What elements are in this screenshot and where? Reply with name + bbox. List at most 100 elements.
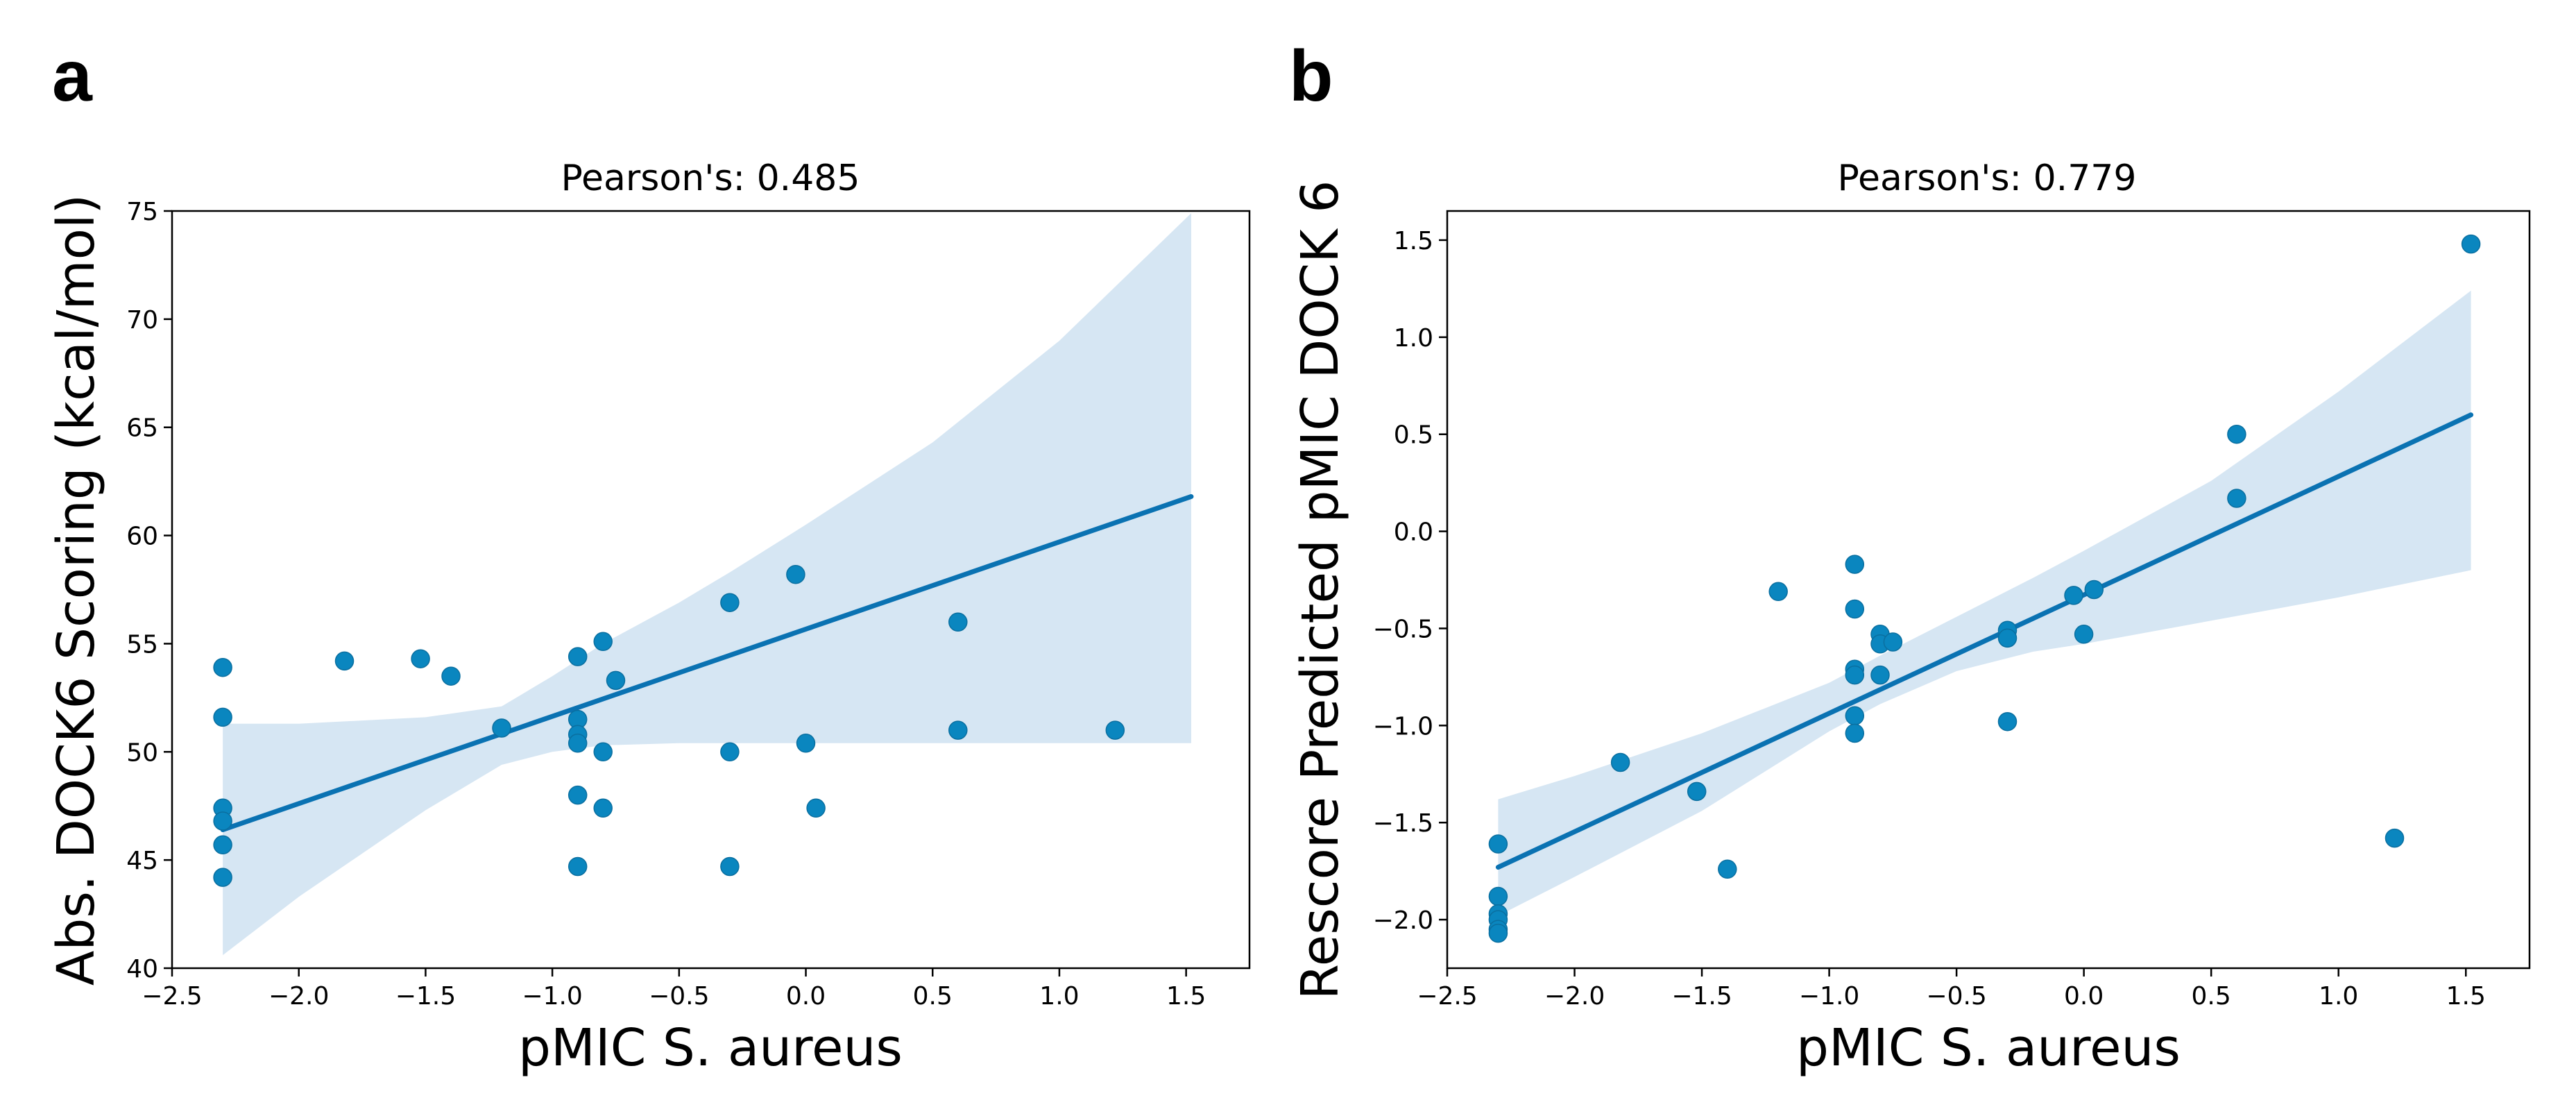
y-tick-label: 60 bbox=[126, 523, 158, 551]
data-point bbox=[2227, 489, 2246, 508]
y-axis-b: −2.0 −1.5 −1.0 −0.5 0.0 0.5 1.0 1.5 bbox=[1373, 227, 1447, 935]
data-point bbox=[2064, 586, 2083, 605]
data-point bbox=[568, 647, 588, 666]
y-tick-label: 75 bbox=[126, 198, 158, 226]
x-tick-label: 0.5 bbox=[913, 982, 953, 1011]
data-point bbox=[2074, 625, 2094, 644]
data-point bbox=[213, 811, 232, 831]
y-tick-label: 45 bbox=[126, 847, 158, 875]
data-point bbox=[568, 856, 588, 877]
data-point bbox=[720, 742, 740, 762]
data-point bbox=[2084, 580, 2104, 600]
data-point bbox=[1845, 723, 1865, 743]
data-point bbox=[593, 632, 613, 652]
panel-a: a Pearson's: 0.485 −2.5 −2.0 −1.5 −1.0 −0.5 0… bbox=[46, 36, 1251, 1078]
data-point bbox=[720, 593, 740, 612]
data-point bbox=[1105, 720, 1125, 740]
data-point bbox=[213, 868, 232, 887]
data-point bbox=[1997, 628, 2018, 648]
axes-frame-a bbox=[171, 210, 1251, 970]
panel-b: b Pearson's: 0.779 −2.5 −2.0 −1.5 −1.0 −0.5 0… bbox=[1289, 36, 2531, 1078]
y-tick-label: 40 bbox=[126, 955, 158, 983]
y-tick-label: −1.5 bbox=[1373, 809, 1433, 838]
y-axis-a: 40 45 50 55 60 65 70 75 bbox=[126, 198, 172, 983]
data-point bbox=[606, 670, 626, 691]
data-point bbox=[492, 718, 511, 738]
y-tick-label: 0.0 bbox=[1394, 518, 1433, 547]
x-tick-label: −1.5 bbox=[1671, 982, 1732, 1011]
data-point bbox=[1768, 582, 1788, 602]
data-point bbox=[1610, 752, 1630, 772]
x-tick-label: −2.0 bbox=[1544, 982, 1605, 1011]
axes-frame-b bbox=[1446, 210, 2531, 970]
data-point bbox=[1845, 555, 1865, 574]
data-point bbox=[1845, 665, 1865, 685]
x-tick-label: −0.5 bbox=[1926, 982, 1986, 1011]
x-tick-label: −2.5 bbox=[142, 982, 202, 1011]
data-point bbox=[948, 612, 968, 632]
x-tick-label: −2.5 bbox=[1417, 982, 1477, 1011]
x-tick-label: 0.0 bbox=[786, 982, 826, 1011]
regression-line bbox=[1495, 412, 2474, 870]
x-tick-label: 1.0 bbox=[1039, 982, 1079, 1011]
data-point bbox=[411, 649, 430, 668]
x-tick-label: −1.5 bbox=[395, 982, 456, 1011]
data-point bbox=[593, 742, 613, 762]
y-tick-label: 1.5 bbox=[1394, 227, 1433, 255]
data-point bbox=[1488, 886, 1508, 906]
x-tick-label: −1.0 bbox=[1799, 982, 1859, 1011]
data-point bbox=[593, 798, 613, 818]
x-tick-label: 1.0 bbox=[2319, 982, 2358, 1011]
data-point bbox=[948, 720, 968, 740]
x-tick-label: 1.5 bbox=[1166, 982, 1206, 1011]
panel-letter-a: a bbox=[52, 36, 93, 117]
data-point bbox=[1718, 859, 1737, 879]
y-tick-label: −2.0 bbox=[1373, 906, 1433, 935]
data-point bbox=[213, 835, 232, 855]
chart-title-a: Pearson's: 0.485 bbox=[561, 158, 860, 199]
data-point bbox=[568, 785, 588, 805]
data-point bbox=[334, 651, 355, 671]
plot-area-b bbox=[1488, 234, 2481, 943]
data-point bbox=[213, 707, 232, 727]
confidence-band bbox=[1498, 290, 2471, 916]
y-tick-label: 55 bbox=[126, 630, 158, 659]
data-point bbox=[1870, 665, 1890, 685]
data-point bbox=[1687, 781, 1707, 802]
data-point bbox=[441, 666, 461, 686]
chart-title-b: Pearson's: 0.779 bbox=[1838, 158, 2137, 199]
y-tick-label: 1.0 bbox=[1394, 324, 1433, 353]
x-tick-label: 1.5 bbox=[2446, 982, 2486, 1011]
x-axis-label-a: pMIC S. aureus bbox=[518, 1018, 903, 1078]
data-point bbox=[1845, 599, 1865, 619]
data-point bbox=[786, 564, 805, 584]
data-point bbox=[796, 734, 816, 753]
x-tick-label: −0.5 bbox=[649, 982, 709, 1011]
confidence-band bbox=[223, 213, 1192, 956]
x-tick-label: −1.0 bbox=[522, 982, 582, 1011]
data-point bbox=[213, 657, 232, 677]
data-point bbox=[1488, 834, 1508, 854]
data-point bbox=[2385, 828, 2405, 848]
x-axis-label-b: pMIC S. aureus bbox=[1796, 1018, 2181, 1078]
y-tick-label: 65 bbox=[126, 414, 158, 443]
y-axis-label-a: Abs. DOCK6 Scoring (kcal/mol) bbox=[46, 194, 106, 986]
x-axis-a: −2.5 −2.0 −1.5 −1.0 −0.5 0.0 0.5 1.0 1.5 bbox=[142, 968, 1206, 1011]
data-point bbox=[2227, 424, 2246, 444]
x-axis-b: −2.5 −2.0 −1.5 −1.0 −0.5 0.0 0.5 1.0 1.5 bbox=[1417, 968, 2486, 1011]
y-tick-label: 50 bbox=[126, 738, 158, 767]
y-tick-label: 0.5 bbox=[1394, 421, 1433, 450]
plot-area-a bbox=[213, 213, 1194, 956]
data-point bbox=[1488, 923, 1508, 943]
y-axis-label-b: Rescore Predicted pMIC DOCK 6 bbox=[1290, 180, 1350, 1000]
x-tick-label: −2.0 bbox=[268, 982, 329, 1011]
regression-line bbox=[220, 493, 1194, 833]
x-tick-label: 0.5 bbox=[2192, 982, 2231, 1011]
y-tick-label: −0.5 bbox=[1373, 615, 1433, 643]
data-point bbox=[1997, 711, 2018, 732]
data-point bbox=[720, 856, 740, 877]
data-point bbox=[1845, 706, 1865, 726]
x-tick-label: 0.0 bbox=[2064, 982, 2104, 1011]
y-tick-label: −1.0 bbox=[1373, 712, 1433, 741]
panel-letter-b: b bbox=[1289, 36, 1333, 117]
